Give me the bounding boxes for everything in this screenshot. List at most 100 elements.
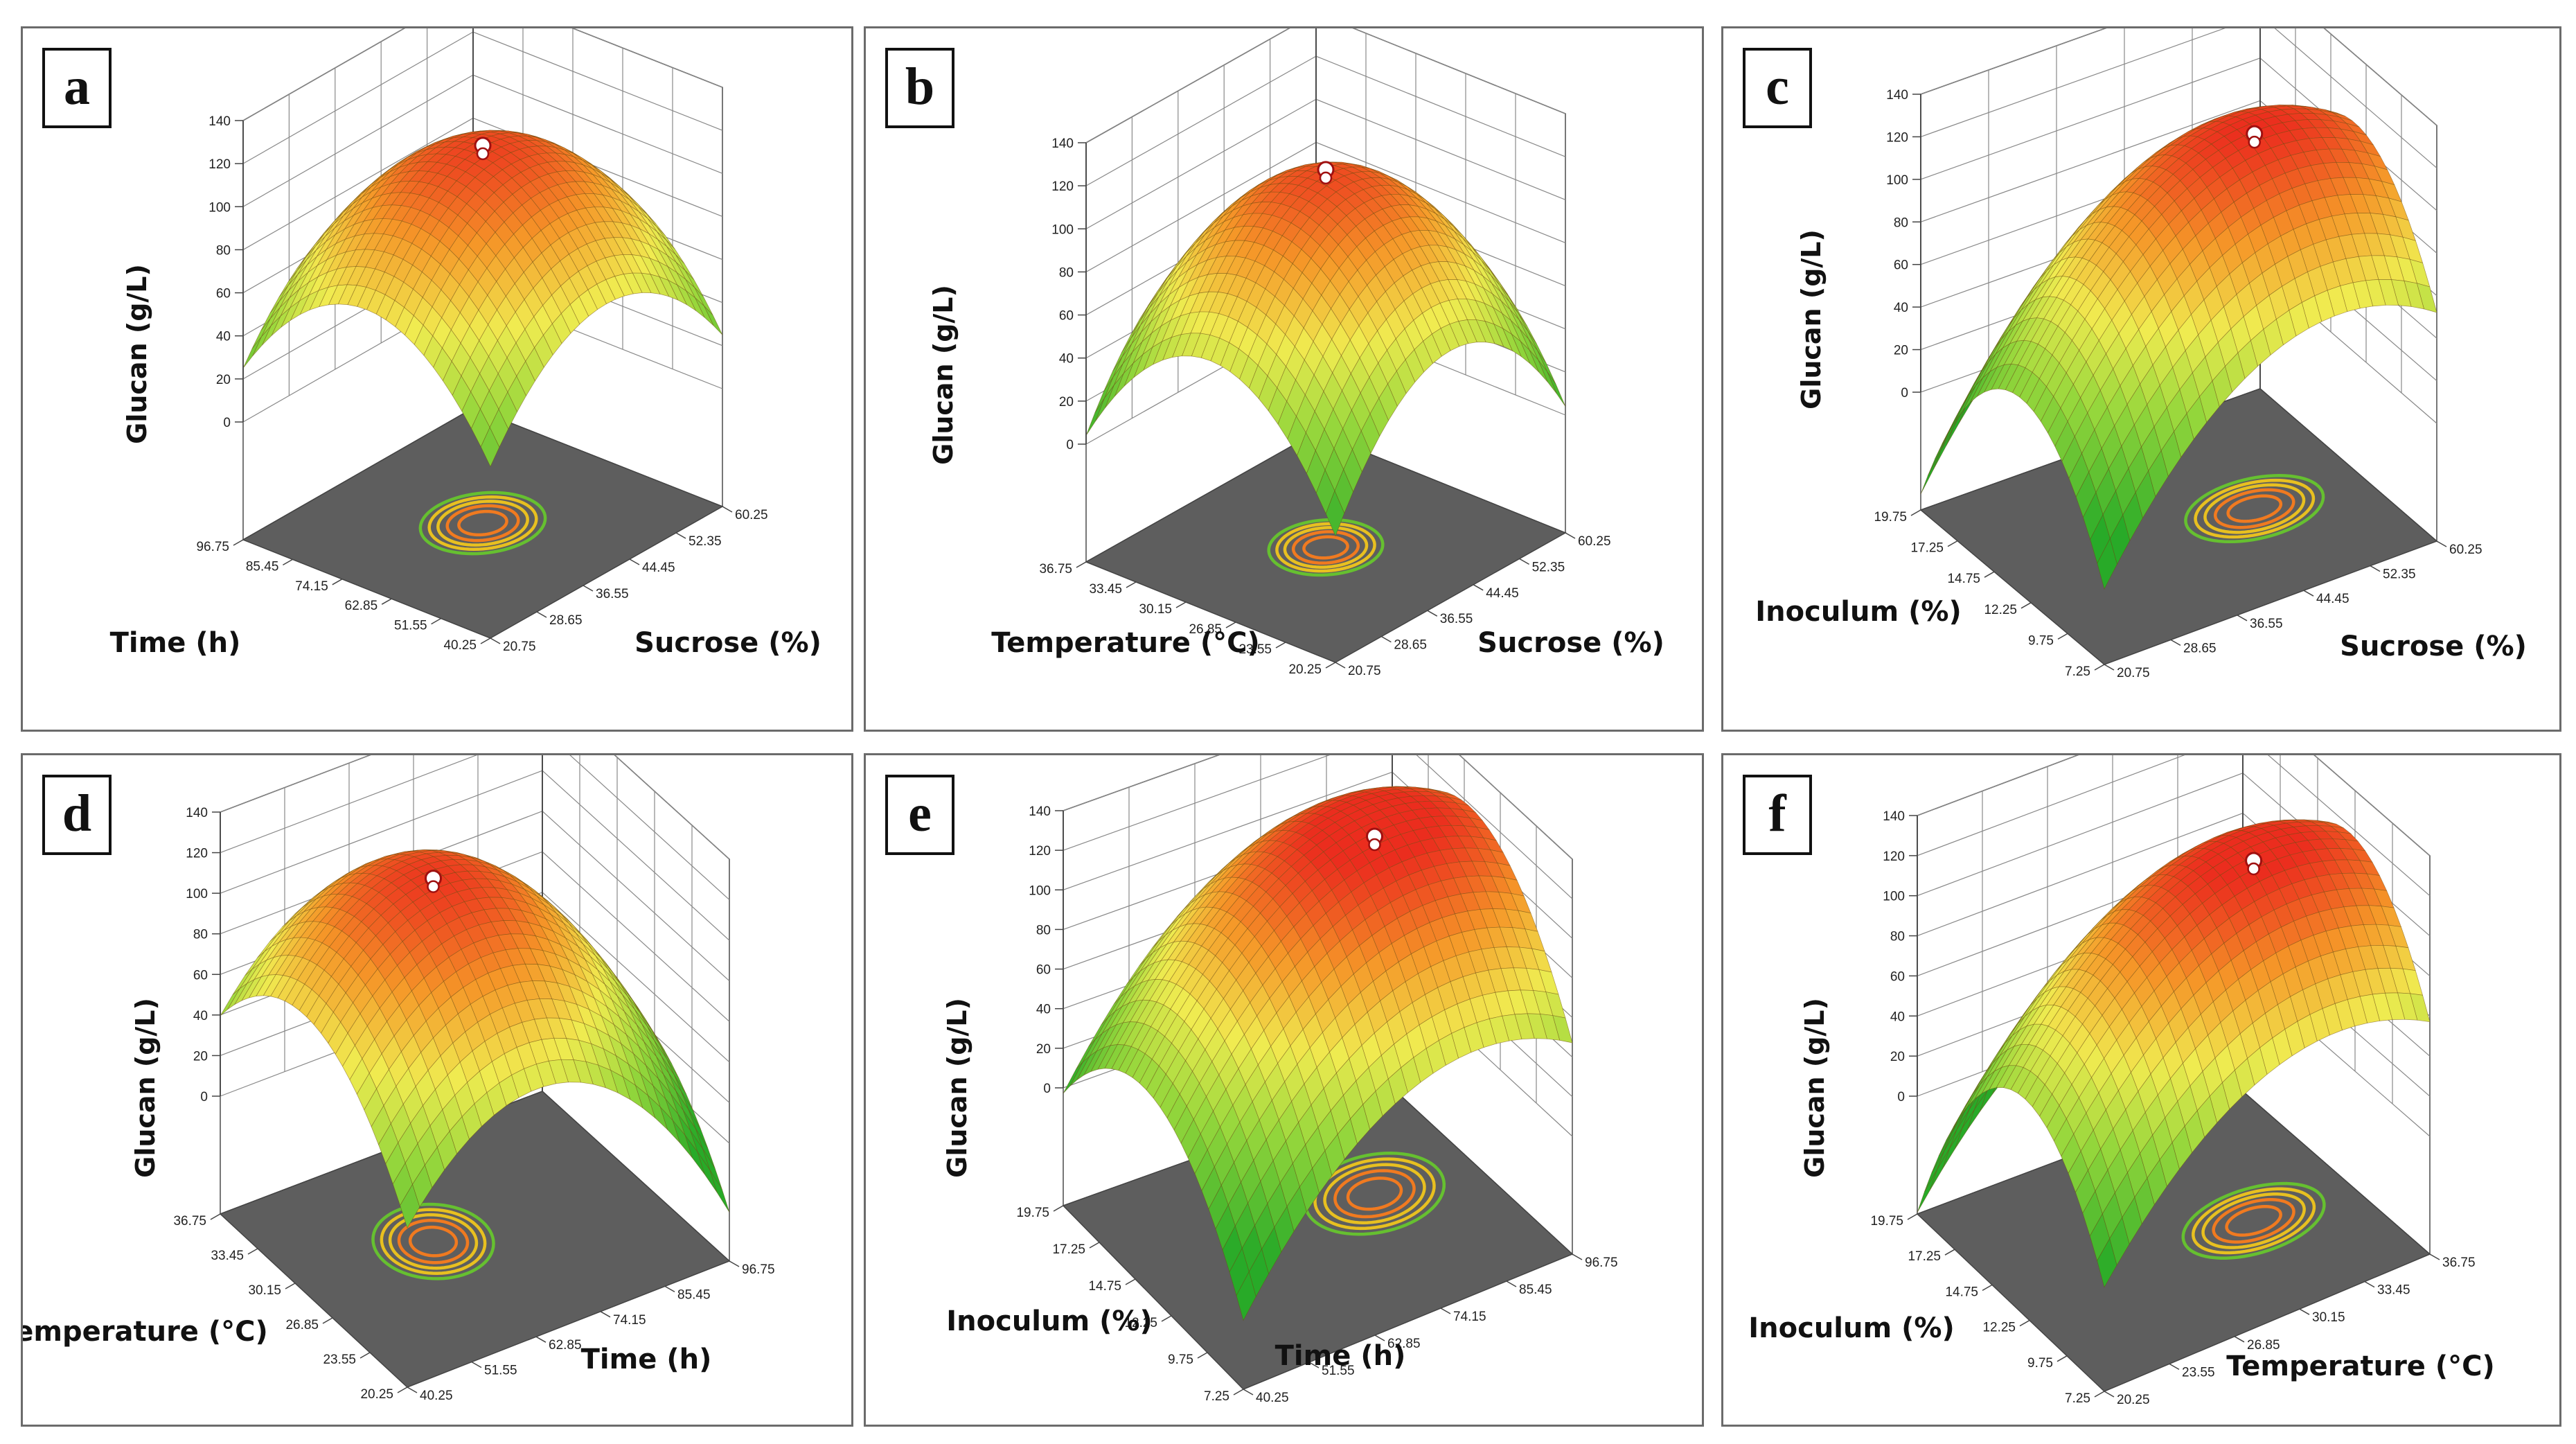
response-surface bbox=[1085, 161, 1566, 537]
panel-label-a: a bbox=[42, 48, 112, 128]
right-axis-title: Time (h) bbox=[1275, 1340, 1406, 1372]
left-tick-label: 51.55 bbox=[394, 619, 427, 633]
left-tick-label: 20.25 bbox=[360, 1387, 393, 1402]
z-axis-title: Glucan (g/L) bbox=[942, 998, 972, 1178]
z-tick-label: 120 bbox=[208, 157, 231, 172]
right-tick-mark bbox=[2436, 540, 2447, 547]
surface-cell bbox=[2097, 538, 2117, 590]
left-tick-label: 7.25 bbox=[2065, 1391, 2090, 1406]
left-tick-mark bbox=[1984, 571, 1995, 578]
z-tick-label: 0 bbox=[1043, 1082, 1051, 1096]
z-tick-label: 40 bbox=[1059, 352, 1074, 367]
chart-panel-b: 0 20 40 60 80 100 120 140 Glucan (g/L) 20.25 23.55… bbox=[864, 26, 1704, 732]
right-tick-label: 52.35 bbox=[2383, 567, 2416, 582]
right-tick-label: 20.75 bbox=[1348, 664, 1381, 678]
left-tick-label: 12.25 bbox=[1984, 603, 2017, 617]
contour-level bbox=[2184, 474, 2325, 544]
left-axis-title: Temperature (°C) bbox=[991, 627, 1260, 659]
left-tick-mark bbox=[359, 1352, 371, 1359]
z-axis-title: Glucan (g/L) bbox=[1796, 229, 1827, 410]
contour-level bbox=[1267, 518, 1385, 577]
left-tick-mark bbox=[1197, 1352, 1208, 1359]
z-tick-label: 20 bbox=[1894, 344, 1908, 358]
left-tick-label: 14.75 bbox=[1947, 572, 1980, 586]
right-axis-title: Temperature (°C) bbox=[2226, 1350, 2495, 1382]
right-tick-mark bbox=[1519, 558, 1529, 565]
floor-plane bbox=[1919, 388, 2438, 665]
right-tick-mark bbox=[2234, 1336, 2245, 1343]
z-axis: 0 20 40 60 80 100 120 140 bbox=[1029, 804, 1064, 1096]
wall-gridline bbox=[1917, 755, 2431, 897]
left-tick-mark bbox=[1053, 1205, 1064, 1212]
contour-level bbox=[2194, 478, 2316, 539]
wall-gridline bbox=[1085, 28, 1566, 143]
contour-level bbox=[445, 504, 520, 543]
right-tick-mark bbox=[675, 532, 686, 539]
left-tick-mark bbox=[1125, 1278, 1136, 1285]
design-point-marker bbox=[2248, 135, 2261, 149]
right-tick-label: 96.75 bbox=[1585, 1256, 1618, 1270]
contour-lines bbox=[2184, 474, 2325, 544]
wall-gridline bbox=[1917, 755, 2431, 856]
z-axis: 0 20 40 60 80 100 120 140 bbox=[1883, 809, 1918, 1104]
left-tick-mark bbox=[210, 1213, 221, 1220]
z-tick-label: 60 bbox=[193, 968, 208, 983]
left-tick-mark bbox=[2057, 1355, 2068, 1362]
right-tick-mark bbox=[1243, 1389, 1254, 1395]
left-tick-mark bbox=[2019, 1319, 2030, 1327]
z-tick-label: 140 bbox=[1883, 809, 1905, 824]
z-tick-label: 120 bbox=[1051, 179, 1074, 194]
left-tick-mark bbox=[1982, 1284, 1993, 1292]
z-tick-label: 40 bbox=[193, 1009, 208, 1023]
z-tick-label: 80 bbox=[1036, 923, 1051, 937]
left-tick-mark bbox=[2094, 1391, 2105, 1398]
right-tick-label: 74.15 bbox=[613, 1313, 646, 1328]
z-axis: 0 20 40 60 80 100 120 140 bbox=[1886, 88, 1921, 400]
contour-level bbox=[1333, 1169, 1416, 1219]
z-tick-label: 0 bbox=[223, 416, 231, 430]
contour-level bbox=[2181, 1181, 2326, 1260]
left-tick-mark bbox=[1910, 509, 1921, 516]
right-tick-label: 96.75 bbox=[742, 1262, 775, 1277]
wall-gridline bbox=[1920, 28, 2437, 168]
contour-lines bbox=[1267, 518, 1385, 577]
contour-level bbox=[1291, 530, 1360, 565]
z-tick-label: 60 bbox=[1036, 963, 1051, 978]
right-tick-label: 44.45 bbox=[2316, 592, 2350, 606]
z-tick-label: 60 bbox=[216, 287, 231, 301]
left-tick-mark bbox=[397, 1386, 408, 1393]
right-axis: 20.75 28.65 36.55 44.45 52.35 60.25 bbox=[1335, 532, 1611, 678]
right-tick-mark bbox=[1335, 662, 1346, 669]
contour-level bbox=[418, 491, 547, 556]
left-tick-mark bbox=[283, 558, 293, 566]
wall-gridline bbox=[220, 755, 730, 901]
right-tick-label: 26.85 bbox=[2247, 1338, 2280, 1353]
right-tick-mark bbox=[1565, 532, 1576, 539]
left-tick-mark bbox=[2094, 664, 2105, 671]
contour-level bbox=[408, 1225, 459, 1258]
left-tick-label: 12.25 bbox=[1124, 1316, 1157, 1330]
right-tick-mark bbox=[535, 1336, 547, 1343]
left-tick-label: 19.75 bbox=[1016, 1206, 1049, 1220]
right-tick-label: 28.65 bbox=[549, 613, 583, 628]
z-axis-title: Glucan (g/L) bbox=[122, 264, 152, 444]
z-tick-label: 60 bbox=[1059, 309, 1074, 324]
left-tick-mark bbox=[381, 598, 392, 605]
wall-gridline bbox=[1063, 755, 1573, 899]
z-tick-label: 140 bbox=[1886, 88, 1908, 103]
right-tick-label: 51.55 bbox=[484, 1364, 517, 1378]
right-tick-mark bbox=[2170, 639, 2181, 646]
contour-lines bbox=[371, 1202, 495, 1280]
z-tick-label: 140 bbox=[208, 114, 231, 129]
surface-cell bbox=[480, 427, 500, 468]
left-tick-label: 17.25 bbox=[1908, 1249, 1941, 1264]
right-tick-mark bbox=[2104, 664, 2115, 671]
left-tick-label: 9.75 bbox=[2028, 633, 2054, 648]
right-tick-label: 60.25 bbox=[2449, 543, 2482, 557]
contour-level bbox=[2203, 483, 2306, 534]
right-tick-label: 51.55 bbox=[1322, 1364, 1355, 1378]
right-tick-mark bbox=[2370, 565, 2381, 572]
left-tick-mark bbox=[322, 1317, 333, 1324]
contour-level bbox=[1302, 535, 1349, 560]
wall-gridline bbox=[242, 28, 723, 121]
